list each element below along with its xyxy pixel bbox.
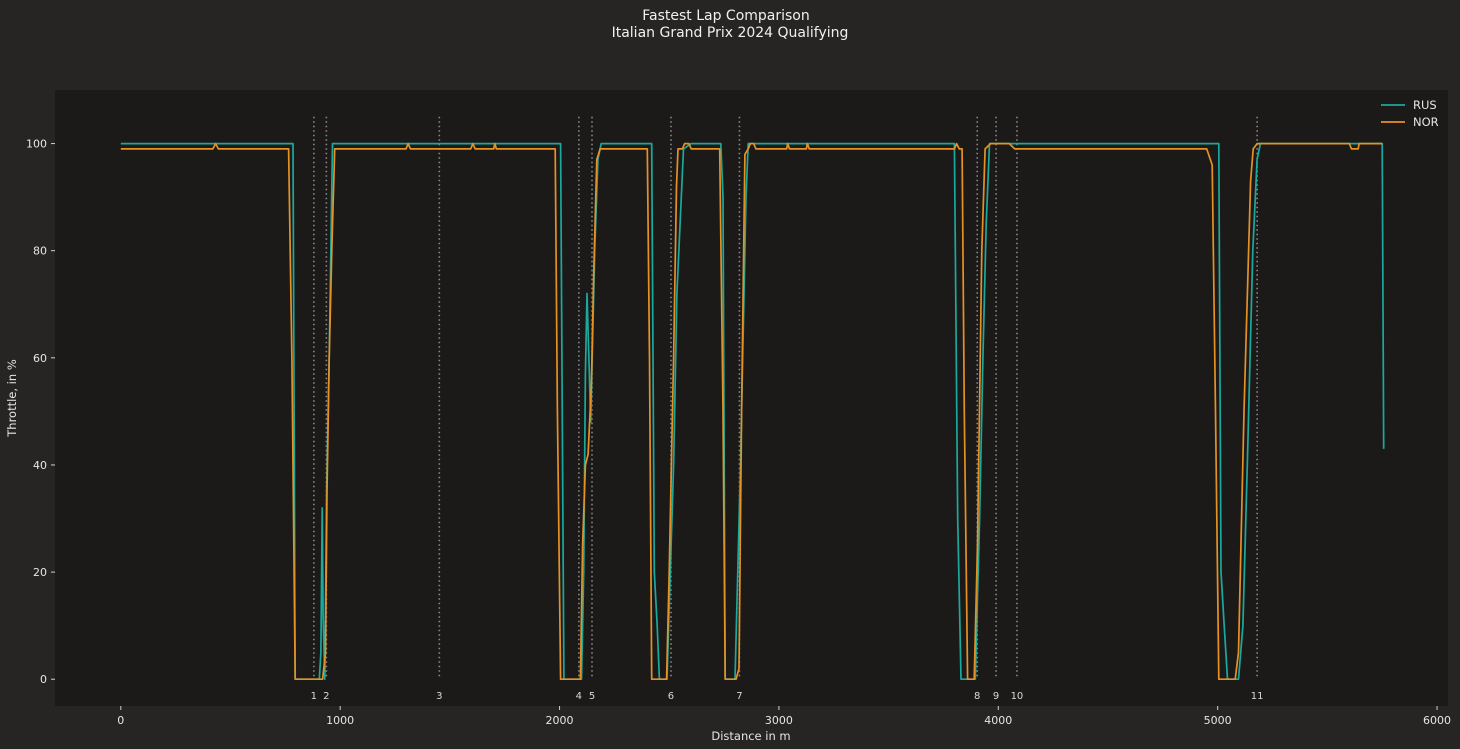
x-tick-label: 6000 [1423,714,1451,727]
x-tick-label: 0 [117,714,124,727]
y-tick-label: 20 [33,566,47,579]
corner-label: 5 [589,691,595,702]
x-tick-label: 3000 [765,714,793,727]
y-tick-label: 100 [26,138,47,151]
y-axis-label: Throttle, in % [5,359,19,438]
x-tick-label: 2000 [546,714,574,727]
y-axis-ticks: 0 20 40 60 80 100 [26,138,55,686]
y-tick-label: 80 [33,245,47,258]
corner-label: 2 [323,691,329,702]
y-tick-label: 60 [33,352,47,365]
series-line-nor [120,142,1383,681]
corner-label: 10 [1011,691,1024,702]
legend-label-rus: RUS [1413,98,1437,112]
legend: RUS NOR [1381,98,1439,129]
corner-label: 11 [1251,691,1264,702]
x-tick-label: 5000 [1204,714,1232,727]
legend-label-nor: NOR [1413,115,1439,129]
y-tick-label: 40 [33,459,47,472]
corner-label: 9 [993,691,999,702]
x-axis-label: Distance in m [711,729,790,743]
chart-title: Fastest Lap Comparison [642,8,810,24]
corner-label: 3 [436,691,442,702]
series-line-rus [120,142,1385,681]
corner-label: 7 [736,691,742,702]
x-tick-label: 4000 [984,714,1012,727]
corner-label: 1 [311,691,317,702]
corner-label: 6 [668,691,674,702]
corner-label: 4 [576,691,582,702]
corner-label: 8 [974,691,980,702]
series-lines [120,142,1385,681]
x-tick-label: 1000 [326,714,354,727]
y-tick-label: 0 [40,673,47,686]
x-axis-ticks: 0 1000 2000 3000 4000 5000 6000 [117,706,1451,727]
chart-subtitle: Italian Grand Prix 2024 Qualifying [612,25,849,41]
